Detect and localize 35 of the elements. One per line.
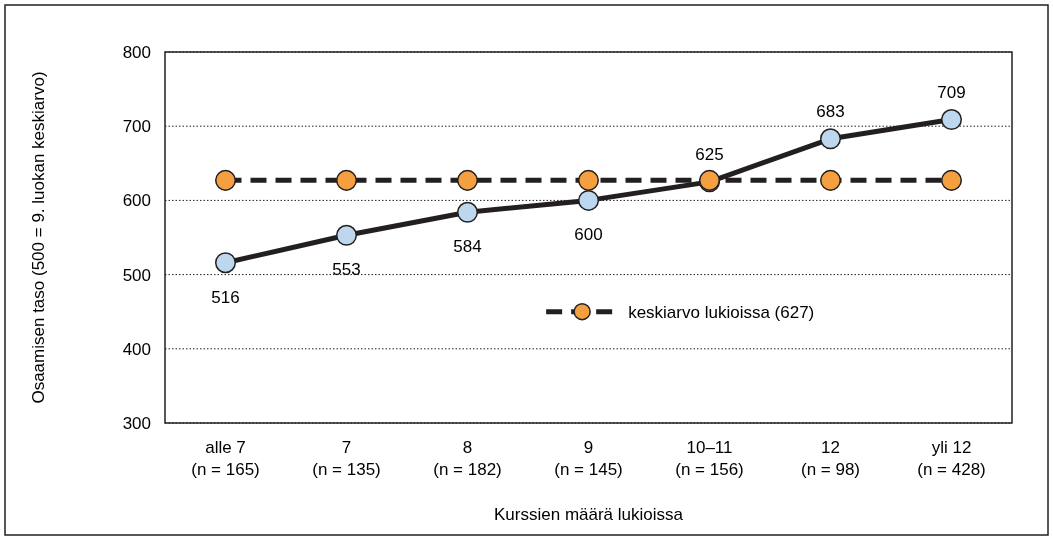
point [940, 109, 963, 131]
x-tick-label: 8 (n = 182) [433, 438, 502, 479]
y-tick-label: 700 [122, 117, 151, 137]
point [214, 169, 237, 191]
data-label: 625 [695, 144, 724, 164]
data-label: 516 [211, 287, 240, 307]
y-tick-label: 800 [122, 42, 151, 62]
data-label: 584 [453, 237, 482, 257]
point [214, 252, 237, 274]
data-label: 683 [816, 101, 845, 121]
y-tick-label: 400 [122, 339, 151, 359]
data-label: 709 [937, 82, 966, 102]
y-axis-title: Osaamisen taso (500 = 9. luokan keskiarvo) [29, 71, 48, 404]
x-axis-title: Kurssien määrä lukioissa [494, 505, 684, 524]
point [940, 169, 963, 191]
point [577, 169, 600, 191]
point [819, 169, 842, 191]
x-tick-label: yli 12 (n = 428) [917, 438, 986, 479]
y-tick-label: 500 [122, 265, 151, 285]
point [335, 169, 358, 191]
y-tick-label: 600 [122, 191, 151, 211]
legend-label: keskiarvo lukioissa (627) [628, 302, 815, 322]
point [456, 169, 479, 191]
x-tick-label: 9 (n = 145) [554, 438, 623, 479]
point [456, 201, 479, 223]
data-label: 600 [574, 225, 603, 245]
point [577, 189, 600, 211]
x-tick-label: 7 (n = 135) [312, 438, 381, 479]
x-tick-label: 12 (n = 98) [800, 438, 861, 479]
x-tick-label: alle 7 (n = 165) [191, 438, 260, 479]
data-label: 553 [332, 260, 361, 280]
x-tick-label: 10–11 (n = 156) [675, 438, 744, 479]
y-tick-label: 300 [122, 413, 151, 433]
point [335, 224, 358, 246]
point [819, 128, 842, 150]
